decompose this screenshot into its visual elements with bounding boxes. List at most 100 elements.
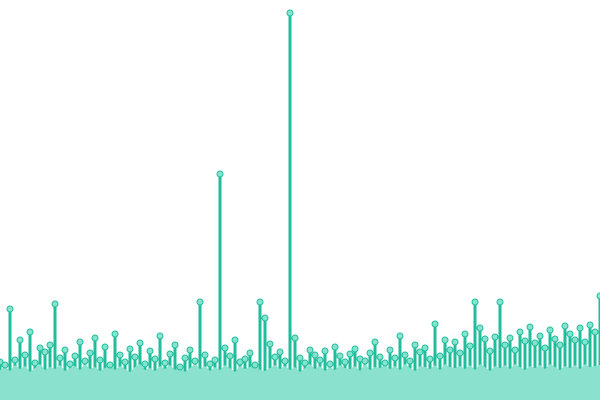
marker [336,352,344,360]
marker [586,321,594,329]
marker [391,354,399,362]
marker [221,344,229,352]
marker [256,298,264,306]
marker [326,360,334,368]
marker [296,354,304,362]
marker [406,357,414,365]
marker [71,352,79,360]
marker [501,341,509,349]
marker [311,351,319,359]
marker [431,320,439,328]
marker [561,322,569,330]
marker [371,338,379,346]
marker [591,328,599,336]
marker [36,344,44,352]
marker [411,341,419,349]
marker [176,363,184,371]
marker [541,344,549,352]
marker [511,346,519,354]
marker [346,350,354,358]
marker [21,351,29,359]
marker [276,348,284,356]
marker [211,356,219,364]
marker [401,351,409,359]
marker [91,334,99,342]
marker [536,332,544,340]
marker [551,335,559,343]
marker [196,298,204,306]
marker [46,341,54,349]
marker [301,359,309,367]
marker [426,355,434,363]
marker [116,351,124,359]
marker [521,337,529,345]
marker [86,349,94,357]
marker [31,359,39,367]
marker [226,352,234,360]
marker [136,339,144,347]
marker [386,346,394,354]
marker [131,353,139,361]
marker [261,314,269,322]
marker [246,349,254,357]
marker [456,349,464,357]
marker [471,298,479,306]
marker [56,354,64,362]
marker [321,347,329,355]
marker [446,346,454,354]
marker [161,359,169,367]
marker [546,326,554,334]
marker [366,349,374,357]
marker [506,334,514,342]
marker [141,360,149,368]
marker [481,335,489,343]
area [0,364,600,400]
marker [16,336,24,344]
marker [581,338,589,346]
marker [1,361,9,369]
marker [416,348,424,356]
marker [171,341,179,349]
marker [266,340,274,348]
marker [451,338,459,346]
marker [26,328,34,336]
marker [461,330,469,338]
marker [101,343,109,351]
marker [216,170,224,178]
marker [96,356,104,364]
marker [121,358,129,366]
marker [6,305,14,313]
marker [61,346,69,354]
marker [291,334,299,342]
marker [596,292,600,300]
marker [231,336,239,344]
marker [396,332,404,340]
marker [466,342,474,350]
marker [376,353,384,361]
marker [146,347,154,355]
marker [151,355,159,363]
marker [201,351,209,359]
marker [306,346,314,354]
marker [341,358,349,366]
marker [181,354,189,362]
marker [441,336,449,344]
marker [331,343,339,351]
marker [381,359,389,367]
marker [156,332,164,340]
marker [191,357,199,365]
marker [556,341,564,349]
marker [286,9,294,17]
marker [126,345,134,353]
marker [66,360,74,368]
marker [571,336,579,344]
marker [241,355,249,363]
marker [566,330,574,338]
marker [106,361,114,369]
marker [436,352,444,360]
marker [516,328,524,336]
marker [186,346,194,354]
marker [526,323,534,331]
marker [11,356,19,364]
